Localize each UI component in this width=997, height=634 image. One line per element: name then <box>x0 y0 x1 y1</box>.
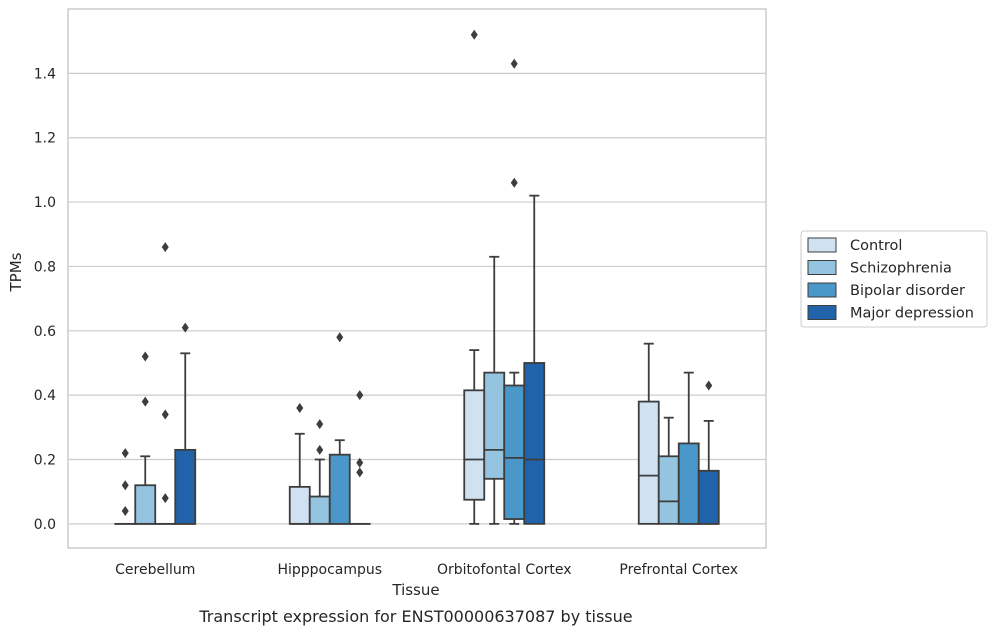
x-tick-labels: Cerebellum Hipppocampus Orbitofontal Corte… <box>115 562 738 578</box>
box-plot-marks <box>114 29 720 525</box>
box-control <box>463 29 486 525</box>
outlier-point <box>336 332 344 343</box>
legend-label: Control <box>850 238 902 254</box>
outlier-point <box>161 409 169 420</box>
box-schizophrenia <box>308 419 331 525</box>
y-tick-label: 1.0 <box>34 195 56 211</box>
y-tick-label: 1.2 <box>34 131 56 147</box>
outlier-point <box>356 390 364 401</box>
box-schizophrenia <box>483 255 506 525</box>
box-body <box>174 448 197 525</box>
box-body <box>677 442 700 525</box>
outlier-point <box>161 242 169 253</box>
y-tick-labels: 0.0 0.2 0.4 0.6 0.8 1.0 1.2 1.4 <box>34 66 56 533</box>
box-body <box>483 371 506 480</box>
box-bipolar-disorder <box>154 242 177 525</box>
box-body <box>288 485 311 525</box>
box-bipolar-disorder <box>503 58 526 525</box>
outlier-point <box>141 396 149 407</box>
box-body <box>328 453 351 525</box>
outlier-point <box>121 480 129 491</box>
legend-swatch <box>807 305 837 320</box>
box-major-depression <box>697 380 720 525</box>
box-major-depression <box>523 194 546 525</box>
outlier-point <box>121 505 129 516</box>
x-tick-label: Prefrontal Cortex <box>619 562 738 578</box>
chart-caption: Transcript expression for ENST0000063708… <box>198 607 632 626</box>
box-schizophrenia <box>657 416 680 525</box>
outlier-point <box>510 177 518 188</box>
outlier-point <box>470 29 478 40</box>
y-tick-label: 0.4 <box>34 388 56 404</box>
outlier-point <box>121 448 129 459</box>
legend-label: Bipolar disorder <box>850 283 965 299</box>
outlier-point <box>510 58 518 69</box>
box-bipolar-disorder <box>328 332 351 525</box>
legend-label: Major depression <box>850 306 974 322</box>
legend-frame <box>800 230 988 328</box>
x-tick-label: Orbitofontal Cortex <box>437 562 572 578</box>
legend: Control Schizophrenia Bipolar disorder Majo… <box>800 230 988 328</box>
x-tick-label: Cerebellum <box>115 562 195 578</box>
outlier-point <box>141 351 149 362</box>
box-major-depression <box>348 390 371 525</box>
y-tick-label: 0.6 <box>34 324 56 340</box>
y-tick-label: 0.2 <box>34 453 56 469</box>
outlier-point <box>356 467 364 478</box>
box-control <box>114 448 137 525</box>
outlier-point <box>705 380 713 391</box>
box-body <box>463 389 486 501</box>
outlier-point <box>296 403 304 414</box>
outlier-point <box>161 493 169 504</box>
y-tick-label: 0.0 <box>34 517 56 533</box>
box-body <box>134 484 157 525</box>
y-axis-title: TPMs <box>7 252 25 292</box>
legend-label: Schizophrenia <box>850 261 952 277</box>
plot-frame <box>67 8 767 549</box>
box-control <box>288 403 311 525</box>
box-control <box>637 342 660 525</box>
outlier-point <box>356 457 364 468</box>
y-tick-label: 0.8 <box>34 259 56 275</box>
legend-swatch <box>807 282 837 298</box>
box-body <box>697 469 720 525</box>
outlier-point <box>316 444 324 455</box>
x-tick-label: Hipppocampus <box>277 562 382 578</box>
box-body <box>637 400 660 525</box>
outlier-point <box>316 419 324 430</box>
box-body <box>308 495 331 525</box>
box-body <box>523 362 546 525</box>
box-schizophrenia <box>134 351 157 525</box>
box-major-depression <box>174 322 197 525</box>
x-axis-title: Tissue <box>391 581 439 599</box>
outlier-point <box>181 322 189 333</box>
box-body <box>503 384 526 520</box>
y-tick-label: 1.4 <box>34 66 56 82</box>
legend-swatch <box>807 237 837 253</box>
box-body <box>657 455 680 525</box>
legend-swatch <box>807 260 837 275</box>
